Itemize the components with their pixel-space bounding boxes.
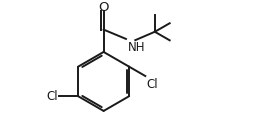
Text: Cl: Cl [147,78,158,91]
Text: Cl: Cl [47,90,58,103]
Text: O: O [98,1,109,14]
Text: NH: NH [127,41,145,54]
